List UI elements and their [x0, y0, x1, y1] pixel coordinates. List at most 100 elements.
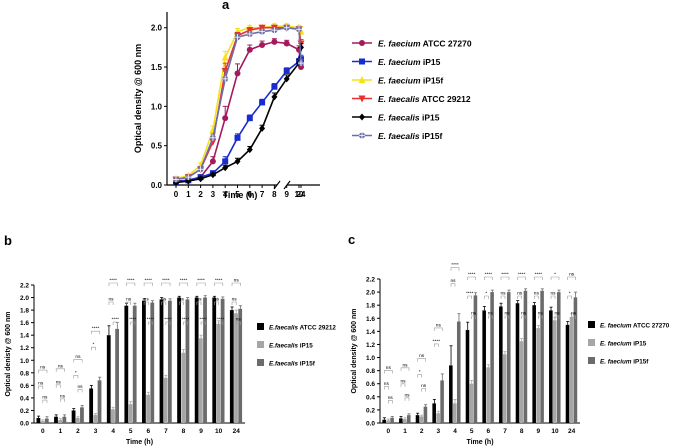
significance-lower-bracket — [130, 321, 136, 325]
significance-lower: **** — [217, 317, 225, 323]
x-tick-label: 4 — [223, 190, 228, 199]
significance-middle-bracket — [517, 295, 522, 299]
y-tick-label: 0.5 — [151, 142, 163, 151]
bar — [506, 292, 511, 423]
significance-middle: ns — [550, 292, 556, 297]
legend-swatch — [588, 339, 595, 346]
data-point — [246, 46, 253, 53]
significance-top-bracket — [126, 282, 136, 286]
significance-middle: ns — [108, 298, 114, 303]
significance-lower: ns — [236, 318, 242, 323]
significance-middle-bracket — [143, 301, 149, 305]
significance-lower: * — [419, 369, 421, 375]
panel-letter: b — [4, 233, 12, 248]
bar — [403, 419, 407, 423]
bar — [97, 380, 102, 423]
significance-middle-bracket — [467, 295, 472, 299]
bar — [482, 310, 486, 423]
significance-middle-bracket — [567, 295, 572, 299]
significance-lower: ns — [38, 382, 44, 387]
bar — [419, 416, 424, 423]
significance-near: ns — [421, 384, 427, 389]
data-point — [259, 28, 266, 35]
data-point — [234, 157, 241, 165]
bar — [449, 365, 453, 423]
x-tick-label: 10 — [551, 428, 559, 435]
significance-top-bracket — [231, 282, 241, 286]
significance-middle: ns — [436, 323, 442, 328]
bar — [44, 418, 49, 423]
significance-lower-bracket — [450, 283, 456, 287]
x-tick-label: 3 — [437, 428, 441, 435]
x-tick-label: 10 — [215, 428, 223, 435]
bar — [499, 306, 503, 423]
data-point — [246, 31, 253, 38]
panel-letter: c — [348, 232, 355, 247]
x-tick-label: 1 — [403, 428, 407, 435]
y-axis-title: Optical denisty @ 600 nm — [5, 311, 12, 396]
x-tick-label: 9 — [537, 428, 541, 435]
significance-middle: ns — [500, 292, 506, 297]
y-tick-label: 0.8 — [20, 370, 29, 377]
x-tick-label: 9 — [199, 428, 203, 435]
significance-top: ns — [234, 279, 240, 284]
bar — [456, 321, 461, 423]
x-tick-label: 24 — [568, 428, 576, 435]
significance-top-bracket — [178, 282, 188, 286]
legend-label: E. faecium ATCC 27270 — [378, 39, 472, 49]
significance-top-bracket — [108, 282, 118, 286]
bar — [473, 295, 478, 423]
bar — [382, 419, 386, 423]
bar — [406, 415, 411, 423]
x-tick-label: 24 — [233, 428, 241, 435]
significance-near: ns — [404, 393, 410, 398]
y-tick-label: 0.6 — [20, 383, 29, 390]
significance-middle-bracket — [400, 367, 410, 371]
bar — [89, 388, 94, 423]
significance-lower-bracket — [165, 321, 171, 325]
data-point — [283, 75, 290, 83]
significance-top-bracket — [196, 282, 206, 286]
significance-middle: ns — [58, 364, 64, 369]
significance-middle-bracket — [231, 301, 237, 305]
significance-near-bracket — [404, 397, 410, 401]
data-point — [259, 42, 266, 49]
legend-swatch — [588, 357, 595, 364]
significance-middle-bracket — [126, 301, 132, 305]
data-point — [283, 40, 290, 47]
x-tick-label: 7 — [260, 190, 265, 199]
significance-lower-bracket — [73, 375, 79, 379]
significance-top-bracket — [517, 276, 526, 280]
bar — [58, 419, 63, 423]
data-point — [246, 27, 254, 35]
significance-lower: ns — [538, 312, 544, 317]
significance-top-bracket — [567, 276, 576, 280]
significance-lower-bracket — [147, 321, 153, 325]
x-tick-label: 5 — [235, 190, 240, 199]
y-tick-label: 0.0 — [20, 421, 29, 428]
significance-top: **** — [535, 272, 543, 278]
data-point — [283, 67, 290, 74]
x-tick-label: 0 — [41, 428, 45, 435]
y-tick-label: 0.4 — [20, 395, 29, 402]
y-tick-label: 0.6 — [366, 381, 375, 388]
significance-lower-bracket — [434, 343, 439, 347]
y-axis-title: Optical density @ 600 nm — [351, 308, 358, 393]
significance-lower: **** — [164, 317, 172, 323]
significance-lower: **** — [433, 338, 441, 344]
legend-label: E.faecalis iP15 — [269, 343, 313, 350]
significance-middle-bracket — [384, 370, 393, 374]
significance-middle: **** — [92, 326, 100, 332]
legend-label: E.faecalis iP15f — [269, 361, 316, 368]
bar — [556, 292, 561, 423]
x-tick-label: 9 — [284, 190, 289, 199]
data-point — [197, 166, 204, 173]
y-tick-label: 1.0 — [151, 102, 163, 111]
significance-middle-bracket — [550, 295, 556, 299]
data-point — [283, 24, 290, 31]
data-point — [209, 158, 216, 165]
bar — [132, 305, 137, 423]
data-point — [234, 134, 241, 141]
bar — [198, 338, 203, 423]
significance-lower: * — [93, 342, 95, 348]
